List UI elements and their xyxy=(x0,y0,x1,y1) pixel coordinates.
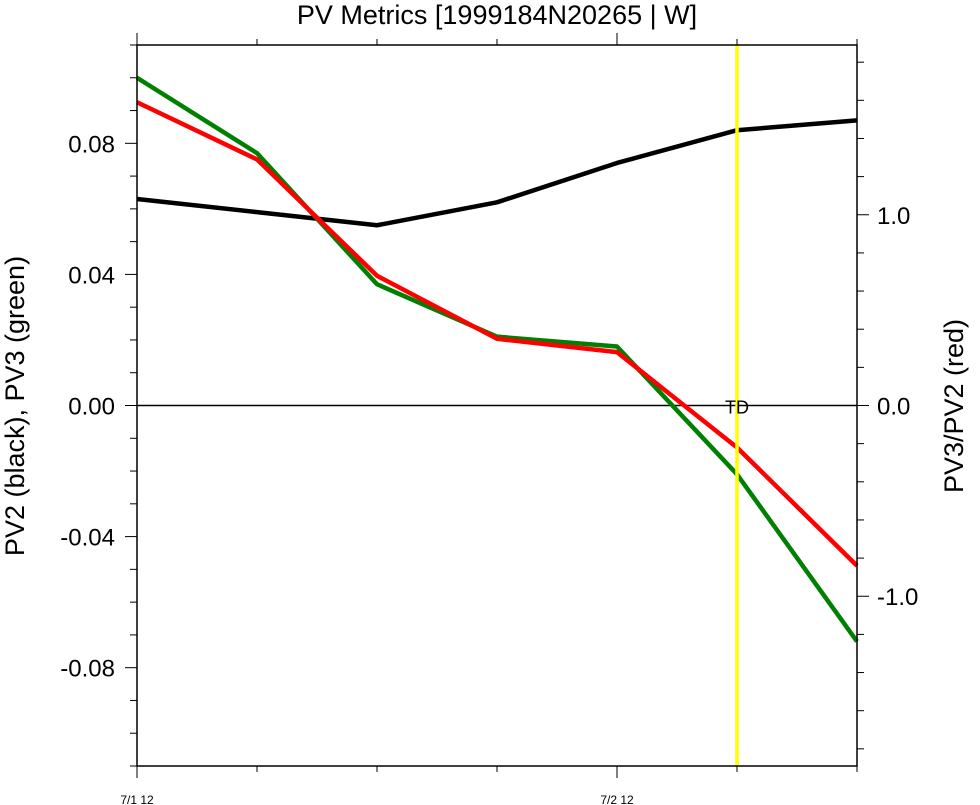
series-line-1 xyxy=(135,75,859,643)
y-left-tick-label: 0.04 xyxy=(68,262,115,289)
series-line-2 xyxy=(136,100,859,568)
y-left-tick-label: 0.08 xyxy=(68,131,115,158)
y-axis-left-label: PV2 (black), PV3 (green) xyxy=(0,256,30,556)
event-marker: TD xyxy=(725,45,749,766)
x-tick-label: 7/1 12 xyxy=(120,793,154,805)
y-right-tick-label: 1.0 xyxy=(877,203,910,230)
plot-frame xyxy=(136,44,858,767)
y-left-tick-label: -0.08 xyxy=(60,656,115,683)
y-axis-right-label: PV3/PV2 (red) xyxy=(939,319,969,493)
y-right-tick-label: 0.0 xyxy=(877,394,910,421)
series-lines xyxy=(135,75,859,643)
y-right-tick-label: -1.0 xyxy=(877,584,918,611)
chart-title: PV Metrics [1999184N20265 | W] xyxy=(297,0,697,30)
axis-ticks: -0.08 -0.04 0.00 0.04 0.08 -1.0 0.0 1.0 7/1 12 7/… xyxy=(60,33,918,805)
y-left-tick-label: 0.00 xyxy=(68,394,115,421)
x-tick-label: 7/2 12 xyxy=(600,793,634,805)
y-left-tick-label: -0.04 xyxy=(60,525,115,552)
marker-label: TD xyxy=(725,398,749,418)
series-line-0 xyxy=(136,118,858,228)
